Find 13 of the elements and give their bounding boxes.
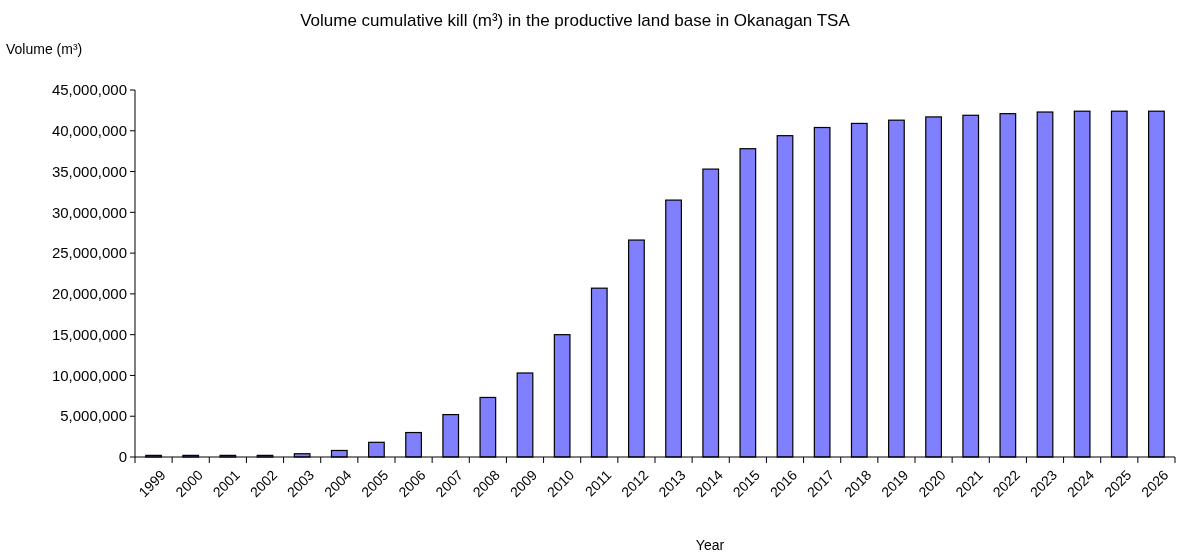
y-tick-label: 20,000,000 <box>51 285 127 303</box>
y-tick-label: 25,000,000 <box>51 244 127 262</box>
y-tick-label: 35,000,000 <box>51 162 127 180</box>
y-tick-label: 30,000,000 <box>51 203 127 221</box>
chart-title: Volume cumulative kill (m³) in the productive land base in Okanagan TSA <box>300 11 851 30</box>
y-tick-label: 10,000,000 <box>51 366 127 384</box>
y-tick-label: 0 <box>118 448 127 466</box>
x-axis-title: Year <box>695 537 725 553</box>
y-tick-label: 40,000,000 <box>51 122 127 140</box>
y-tick-label: 5,000,000 <box>60 407 127 425</box>
y-tick-label: 45,000,000 <box>51 81 127 99</box>
y-tick-label: 15,000,000 <box>51 325 127 343</box>
y-axis-title: Volume (m³) <box>6 41 83 57</box>
